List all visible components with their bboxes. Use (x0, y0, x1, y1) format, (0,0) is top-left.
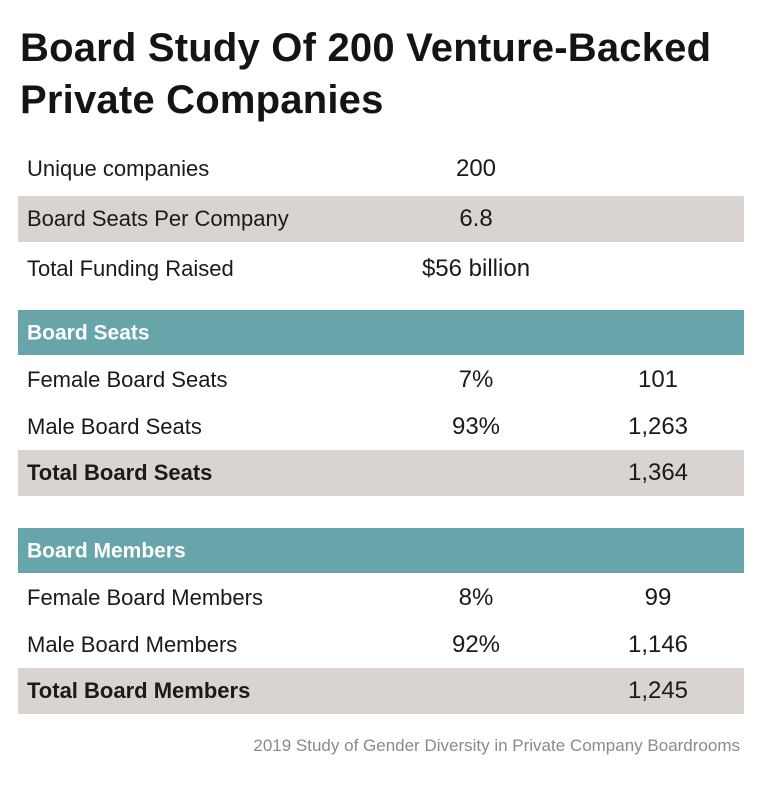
summary-label: Board Seats Per Company (27, 206, 289, 231)
row-percent: 8% (458, 584, 494, 611)
row-label: Male Board Seats (27, 414, 202, 439)
row-label: Male Board Members (27, 632, 238, 657)
total-count: 1,364 (627, 459, 689, 486)
summary-value: $56 billion (421, 255, 531, 282)
row-label: Female Board Members (27, 585, 263, 610)
summary-value: 200 (455, 155, 497, 182)
total-row-board-members: Total Board Members 1,245 (18, 668, 744, 714)
total-count: 1,245 (627, 677, 689, 704)
source-caption: 2019 Study of Gender Diversity in Privat… (253, 736, 740, 755)
total-label: Total Board Members (27, 678, 251, 703)
row-count: 99 (644, 584, 672, 611)
summary-label: Total Funding Raised (27, 256, 234, 281)
row-percent: 92% (451, 631, 501, 658)
total-row-board-seats: Total Board Seats 1,364 (18, 450, 744, 496)
page-title: Board Study Of 200 Venture-Backed Privat… (20, 26, 712, 122)
section-header-board-members: Board Members (18, 528, 744, 573)
table-row: Male Board Seats 93% 1,263 (18, 404, 744, 450)
table-row: Male Board Members 92% 1,146 (18, 622, 744, 668)
total-label: Total Board Seats (27, 460, 213, 485)
row-count: 101 (637, 366, 679, 393)
summary-row-companies: Unique companies 200 (18, 146, 744, 192)
row-count: 1,146 (627, 631, 689, 658)
section-header-board-seats: Board Seats (18, 310, 744, 355)
row-percent: 93% (451, 413, 501, 440)
row-count: 1,263 (627, 413, 689, 440)
table-row: Female Board Members 8% 99 (18, 575, 744, 621)
row-label: Female Board Seats (27, 367, 228, 392)
summary-label: Unique companies (27, 156, 210, 181)
section-header-label: Board Seats (27, 321, 150, 344)
summary-row-funding: Total Funding Raised $56 billion (18, 246, 744, 292)
row-percent: 7% (458, 366, 494, 393)
section-header-label: Board Members (27, 539, 186, 562)
table-row: Female Board Seats 7% 101 (18, 357, 744, 403)
summary-row-seats-per-company: Board Seats Per Company 6.8 (18, 196, 744, 242)
summary-value: 6.8 (459, 205, 493, 232)
